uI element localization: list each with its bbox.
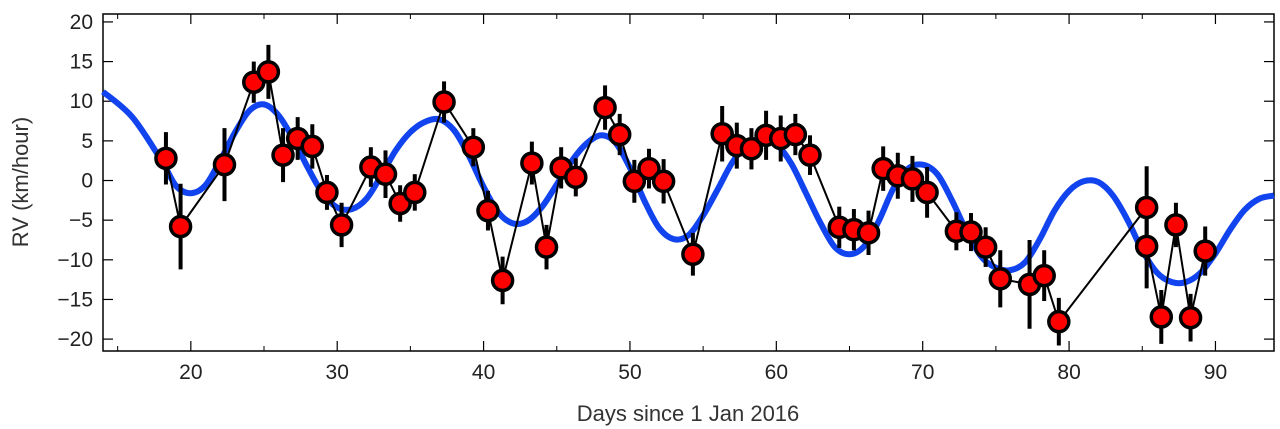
data-point [973,235,998,259]
data-point [651,169,676,194]
y-tick-label: −20 [57,328,93,351]
data-point [900,167,925,191]
data-point [1134,234,1159,259]
y-tick-label: −10 [57,249,93,272]
data-point [315,180,339,205]
data-point [476,198,500,223]
data-point [1047,309,1071,334]
data-point [593,95,617,120]
data-point [1164,213,1188,237]
data-point [168,214,193,239]
data-point [256,60,281,84]
x-tick-label: 50 [618,361,641,384]
data-point [915,180,939,205]
data-point [1134,195,1159,220]
y-tick-label: 15 [70,51,93,74]
data-point [212,152,237,177]
data-point [461,135,486,159]
data-point [373,162,398,186]
frame-and-ticks [102,13,1275,352]
x-tick-label: 60 [765,361,788,384]
data-point [1193,239,1217,263]
data-point [959,220,983,244]
y-tick-label: −5 [69,209,93,232]
data-point [681,242,705,267]
x-tick-label: 40 [472,361,495,384]
data-point [490,268,515,293]
data-point [988,267,1013,291]
y-tick-label: 10 [70,90,93,113]
x-tick-label: 30 [326,361,349,384]
data-point [300,134,325,159]
data-point [534,235,559,259]
data-point [1178,305,1203,330]
data-point [783,122,808,147]
data-point [329,213,354,237]
plot-frame [102,13,1275,352]
x-tick-label: 90 [1204,361,1227,384]
y-axis-label: RV (km/hour) [8,117,33,247]
x-tick-label: 80 [1057,361,1080,384]
data-point [739,137,764,161]
data-point [637,156,661,181]
data-point [403,180,427,205]
data-point [622,169,647,194]
data-point [154,146,178,171]
x-tick-label: 20 [179,361,202,384]
y-tick-label: 0 [81,170,93,193]
data-point [271,143,295,167]
data-point [798,143,822,167]
x-axis-label: Days since 1 Jan 2016 [577,401,800,426]
y-tick-label: 5 [81,130,93,153]
data-points [154,60,1217,334]
data-point [432,90,456,114]
x-tick-label: 70 [911,361,934,384]
data-point [520,151,544,175]
data-point [607,122,632,147]
y-tick-label: −15 [57,288,93,311]
data-point [1149,305,1174,329]
data-point [564,165,588,190]
data-point [856,221,881,245]
data-point [710,121,734,146]
data-point [1032,263,1056,288]
y-tick-label: 20 [70,11,93,34]
